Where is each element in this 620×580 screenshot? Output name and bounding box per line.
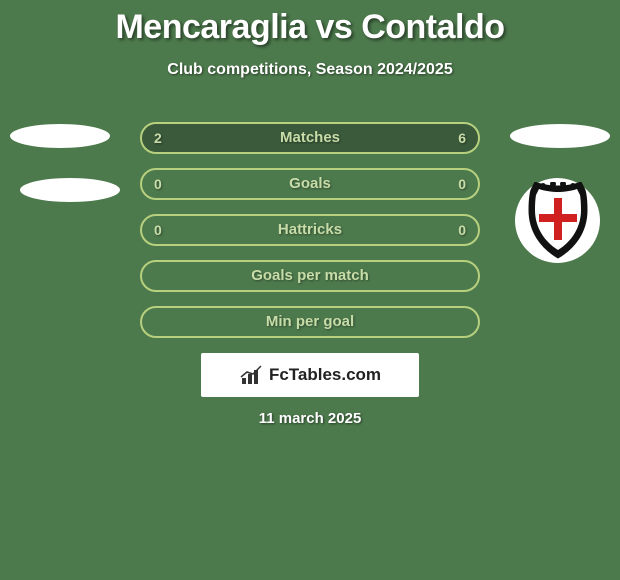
player-right-avatar-placeholder [510, 124, 610, 148]
stat-row-min-per-goal: Min per goal [140, 306, 480, 338]
stat-row-goals-per-match: Goals per match [140, 260, 480, 292]
player-left-avatar-placeholder-1 [10, 124, 110, 148]
club-badge-right [515, 178, 600, 263]
date-text: 11 march 2025 [0, 410, 620, 427]
subtitle: Club competitions, Season 2024/2025 [0, 61, 620, 79]
stat-value-right: 6 [458, 124, 466, 152]
stat-value-right: 0 [458, 170, 466, 198]
page-title: Mencaraglia vs Contaldo [0, 0, 620, 47]
shield-icon [523, 182, 593, 260]
stat-label: Hattricks [142, 216, 478, 244]
stats-container: 2 Matches 6 0 Goals 0 0 Hattricks 0 Goal… [140, 122, 480, 352]
site-logo[interactable]: FcTables.com [201, 353, 419, 397]
player-left-avatar-placeholder-2 [20, 178, 120, 202]
stat-label: Goals per match [142, 262, 478, 290]
stat-row-hattricks: 0 Hattricks 0 [140, 214, 480, 246]
stat-row-matches: 2 Matches 6 [140, 122, 480, 154]
stat-row-goals: 0 Goals 0 [140, 168, 480, 200]
stat-value-right: 0 [458, 216, 466, 244]
stat-label: Matches [142, 124, 478, 152]
bar-chart-icon [239, 364, 265, 386]
stat-label: Goals [142, 170, 478, 198]
stat-label: Min per goal [142, 308, 478, 336]
logo-text: FcTables.com [269, 365, 381, 385]
